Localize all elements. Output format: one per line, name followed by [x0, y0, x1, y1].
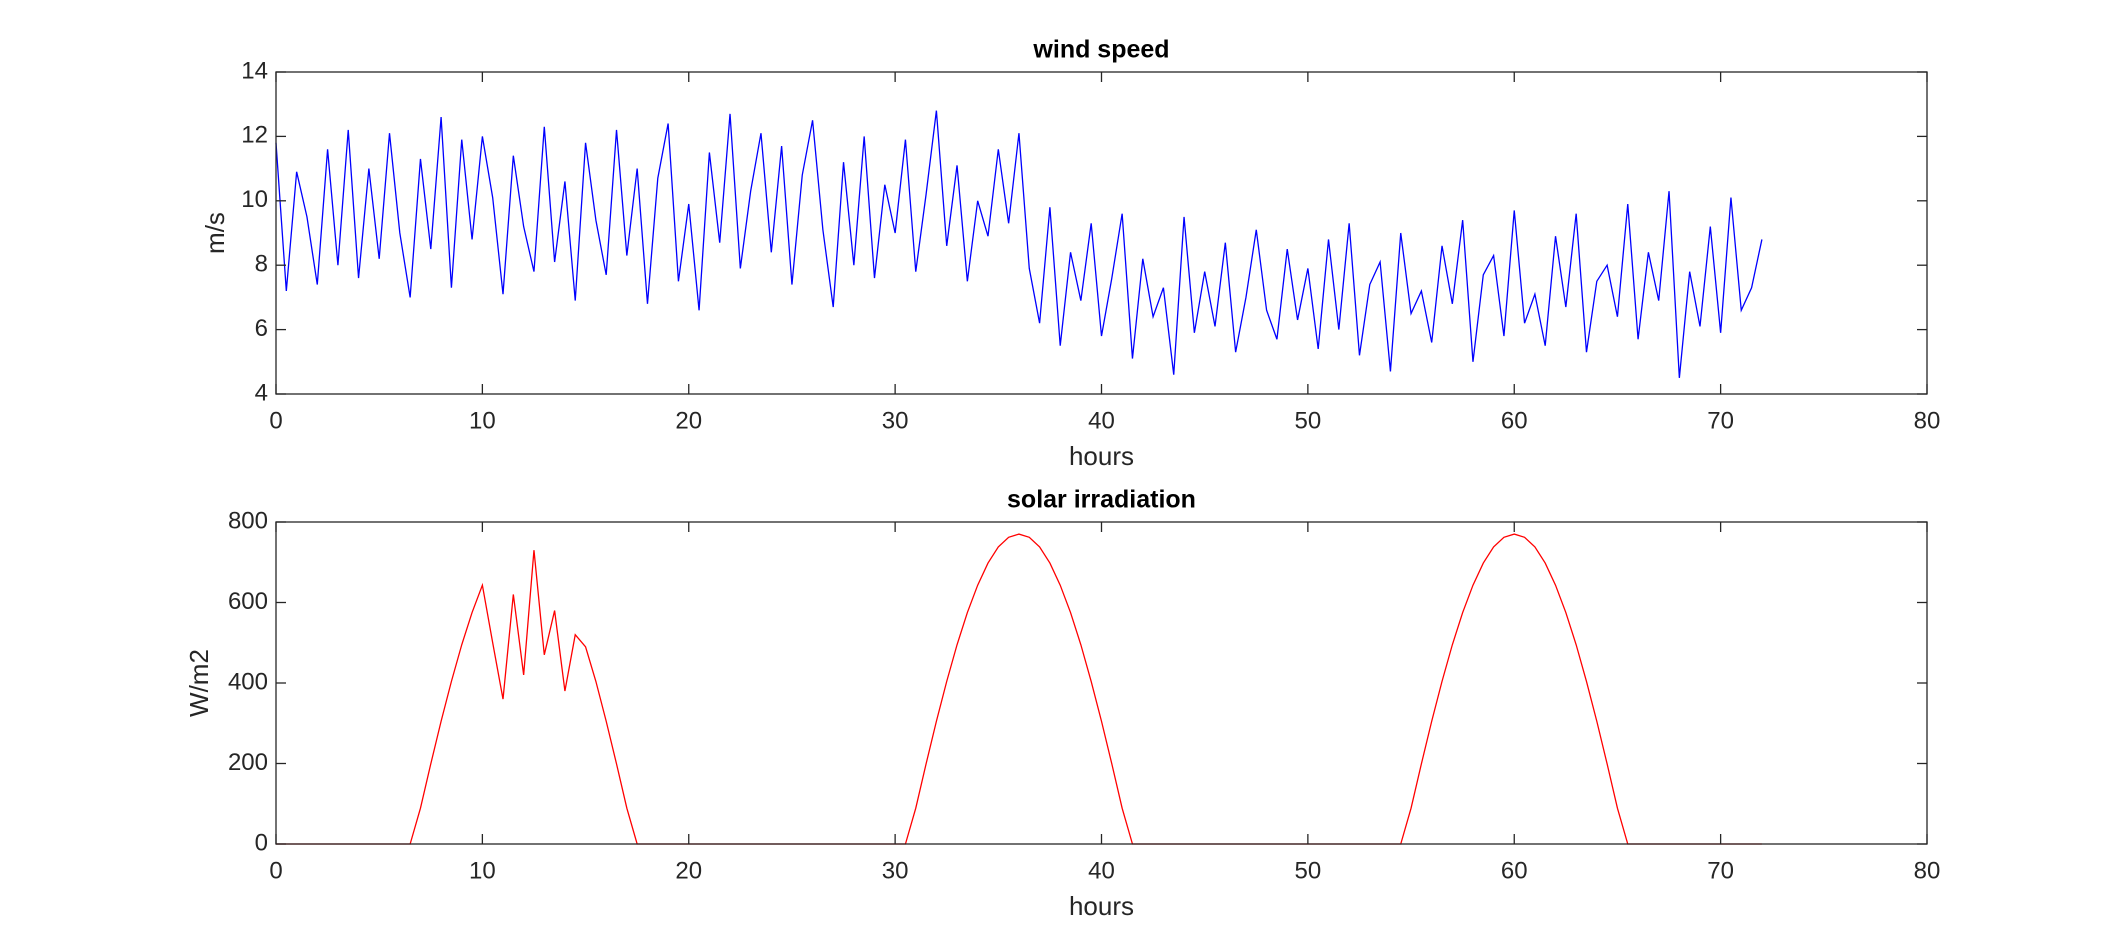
y-axis-label: m/s [200, 212, 230, 254]
x-tick-label: 40 [1088, 857, 1115, 884]
chart-title: solar irradiation [1007, 486, 1196, 514]
x-tick-label: 20 [675, 857, 702, 884]
x-tick-label: 70 [1707, 857, 1734, 884]
x-tick-label: 50 [1295, 857, 1322, 884]
plot-area [276, 72, 1927, 394]
y-tick-label: 200 [228, 749, 268, 776]
x-tick-label: 60 [1501, 407, 1528, 434]
x-tick-label: 0 [269, 857, 282, 884]
y-tick-label: 4 [255, 379, 268, 406]
y-tick-label: 6 [255, 315, 268, 342]
x-tick-label: 10 [469, 407, 496, 434]
x-tick-label: 20 [675, 407, 702, 434]
x-tick-label: 50 [1295, 407, 1322, 434]
series-line [275, 110, 1763, 378]
x-tick-label: 30 [882, 407, 909, 434]
x-tick-label: 0 [269, 407, 282, 434]
x-tick-label: 80 [1914, 857, 1941, 884]
y-axis-label: W/m2 [184, 649, 214, 717]
y-tick-label: 600 [228, 588, 268, 615]
x-tick-label: 70 [1707, 407, 1734, 434]
y-tick-label: 0 [255, 829, 268, 856]
x-tick-label: 60 [1501, 857, 1528, 884]
y-tick-label: 800 [228, 507, 268, 534]
x-tick-label: 30 [882, 857, 909, 884]
x-tick-label: 10 [469, 857, 496, 884]
y-tick-label: 400 [228, 668, 268, 695]
y-tick-label: 14 [241, 57, 268, 84]
x-axis-label: hours [1069, 441, 1134, 471]
x-axis-label: hours [1069, 891, 1134, 921]
series-line [276, 533, 1762, 845]
plot-area [276, 522, 1927, 844]
x-tick-label: 40 [1088, 407, 1115, 434]
chart-title: wind speed [1032, 36, 1169, 64]
y-tick-label: 10 [241, 186, 268, 213]
y-tick-label: 8 [255, 251, 268, 278]
y-tick-label: 12 [241, 122, 268, 149]
x-tick-label: 80 [1914, 407, 1941, 434]
